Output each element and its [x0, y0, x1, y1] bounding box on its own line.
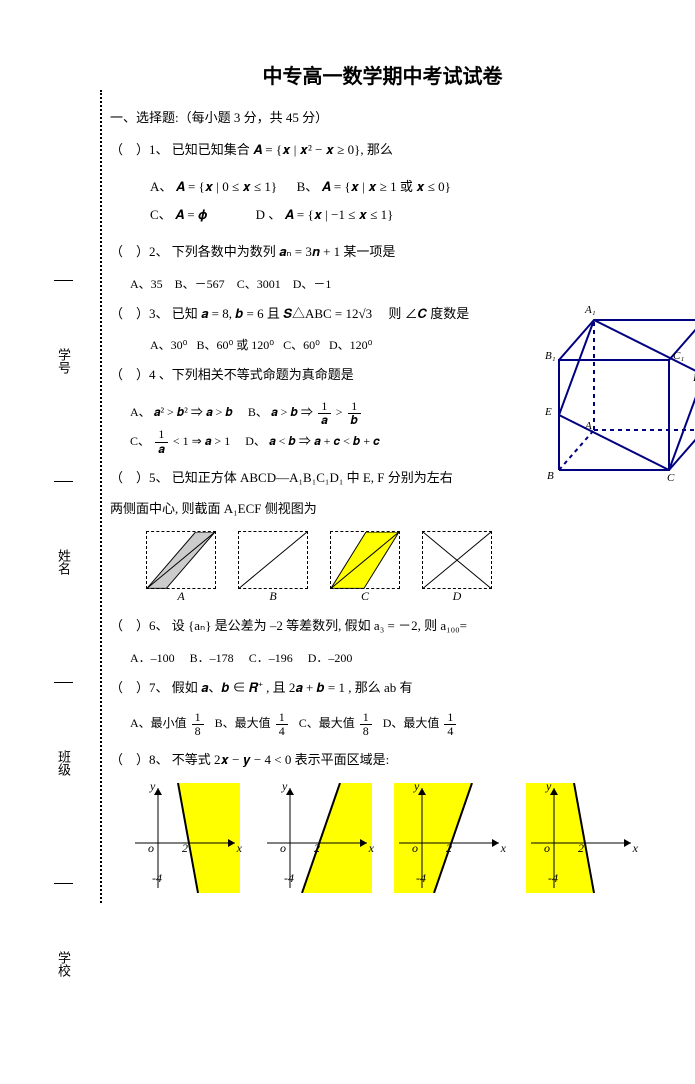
cube-figure: A₁ D₁ B₁ C₁ E F A D B C	[539, 300, 695, 500]
q2-opt-b: B、－567	[175, 277, 225, 291]
q7-options: A、最小值 18 B、最大值 14 C、最大值 18 D、最大值 14	[130, 711, 655, 738]
q3-opt-b: B、60⁰ 或 120⁰	[196, 338, 274, 352]
q7-opt-d: D、最大值 14	[383, 716, 459, 730]
q7-opt-b: B、最大值 14	[215, 716, 290, 730]
q1-opt-c: C、 𝑨 = 𝝓	[150, 207, 207, 222]
q2-stem: （ ）2、 下列各数中为数列 𝒂ₙ = 3𝒏 + 1 某一项是	[110, 240, 655, 265]
q3-opt-a: A、30⁰	[150, 338, 187, 352]
exam-title: 中专高一数学期中考试试卷	[110, 60, 655, 89]
q8-stem: （ ）8、 不等式 2𝒙 − 𝒚 − 4 < 0 表示平面区域是:	[110, 748, 655, 773]
q5-diag-b: B	[238, 531, 308, 604]
q3-opt-c: C、60⁰	[283, 338, 320, 352]
q7-stem: （ ）7、 假如 𝒂、𝒃 ∈ 𝑹⁺ , 且 2𝒂 + 𝒃 = 1 , 那么 ab…	[110, 676, 655, 701]
q6-stem: （ ）6、 设 {aₙ} 是公差为 –2 等差数列, 假如 a₃ = －2, 则…	[110, 614, 655, 639]
q6-opt-c: C．–196	[249, 651, 293, 665]
q2-options: A、35 B、－567 C、3001 D、－1	[130, 275, 655, 292]
q8-plot-a: yx o2-4	[130, 783, 240, 893]
q1-options: A、 𝑨 = {𝒙 | 0 ≤ 𝒙 ≤ 1} B、 𝑨 = {𝒙 | 𝒙 ≥ 1…	[150, 173, 655, 230]
q1-opt-a: A、 𝑨 = {𝒙 | 0 ≤ 𝒙 ≤ 1}	[150, 179, 277, 194]
q1-opt-d: D 、 𝑨 = {𝒙 | −1 ≤ 𝒙 ≤ 1}	[256, 207, 394, 222]
q2-opt-d: D、－1	[293, 277, 332, 291]
q6-opt-a: A．–100	[130, 651, 175, 665]
q5-diag-a: A	[146, 531, 216, 604]
q8-plot-c: yx o2-4	[394, 783, 504, 893]
q2-opt-a: A、35	[130, 277, 163, 291]
q7-opt-c: C、最大值 18	[299, 716, 374, 730]
q6-options: A．–100 B．–178 C．–196 D．–200	[130, 649, 655, 666]
q4-opt-c: C、 1𝒂 < 1 ⇒ 𝒂 > 1	[130, 434, 233, 448]
q8-plot-d: yx o2-4	[526, 783, 636, 893]
q4-opt-d: D、 𝒂 < 𝒃 ⇒ 𝒂 + 𝒄 < 𝒃 + 𝒄	[245, 434, 380, 448]
section-1-heading: 一、选择题:（每小题 3 分，共 45 分）	[110, 107, 655, 126]
q8-plots: yx o2-4 yx o2-4	[130, 783, 655, 893]
q5-diag-c: C	[330, 531, 400, 604]
q2-opt-c: C、3001	[237, 277, 281, 291]
q3-opt-d: D、120⁰	[329, 338, 372, 352]
q5-diagrams: A B C D	[146, 531, 655, 604]
q6-opt-d: D．–200	[308, 651, 353, 665]
q7-opt-a: A、最小值 18	[130, 716, 206, 730]
q5-stem2: 两侧面中心, 则截面 A₁ECF 侧视图为	[110, 497, 655, 522]
q5-diag-d: D	[422, 531, 492, 604]
q6-opt-b: B．–178	[190, 651, 234, 665]
q4-opt-a: A、 𝒂² > 𝒃² ⇒ 𝒂 > 𝒃	[130, 405, 233, 419]
q8-plot-b: yx o2-4	[262, 783, 372, 893]
q1-stem: （ ）1、 已知已知集合 𝑨 = {𝒙 | 𝒙² − 𝒙 ≥ 0}, 那么	[110, 138, 655, 163]
q4-opt-b: B、 𝒂 > 𝒃 ⇒ 1𝒂 > 1𝒃	[248, 405, 363, 419]
q1-opt-b: B、 𝑨 = {𝒙 | 𝒙 ≥ 1 或 𝒙 ≤ 0}	[297, 179, 451, 194]
